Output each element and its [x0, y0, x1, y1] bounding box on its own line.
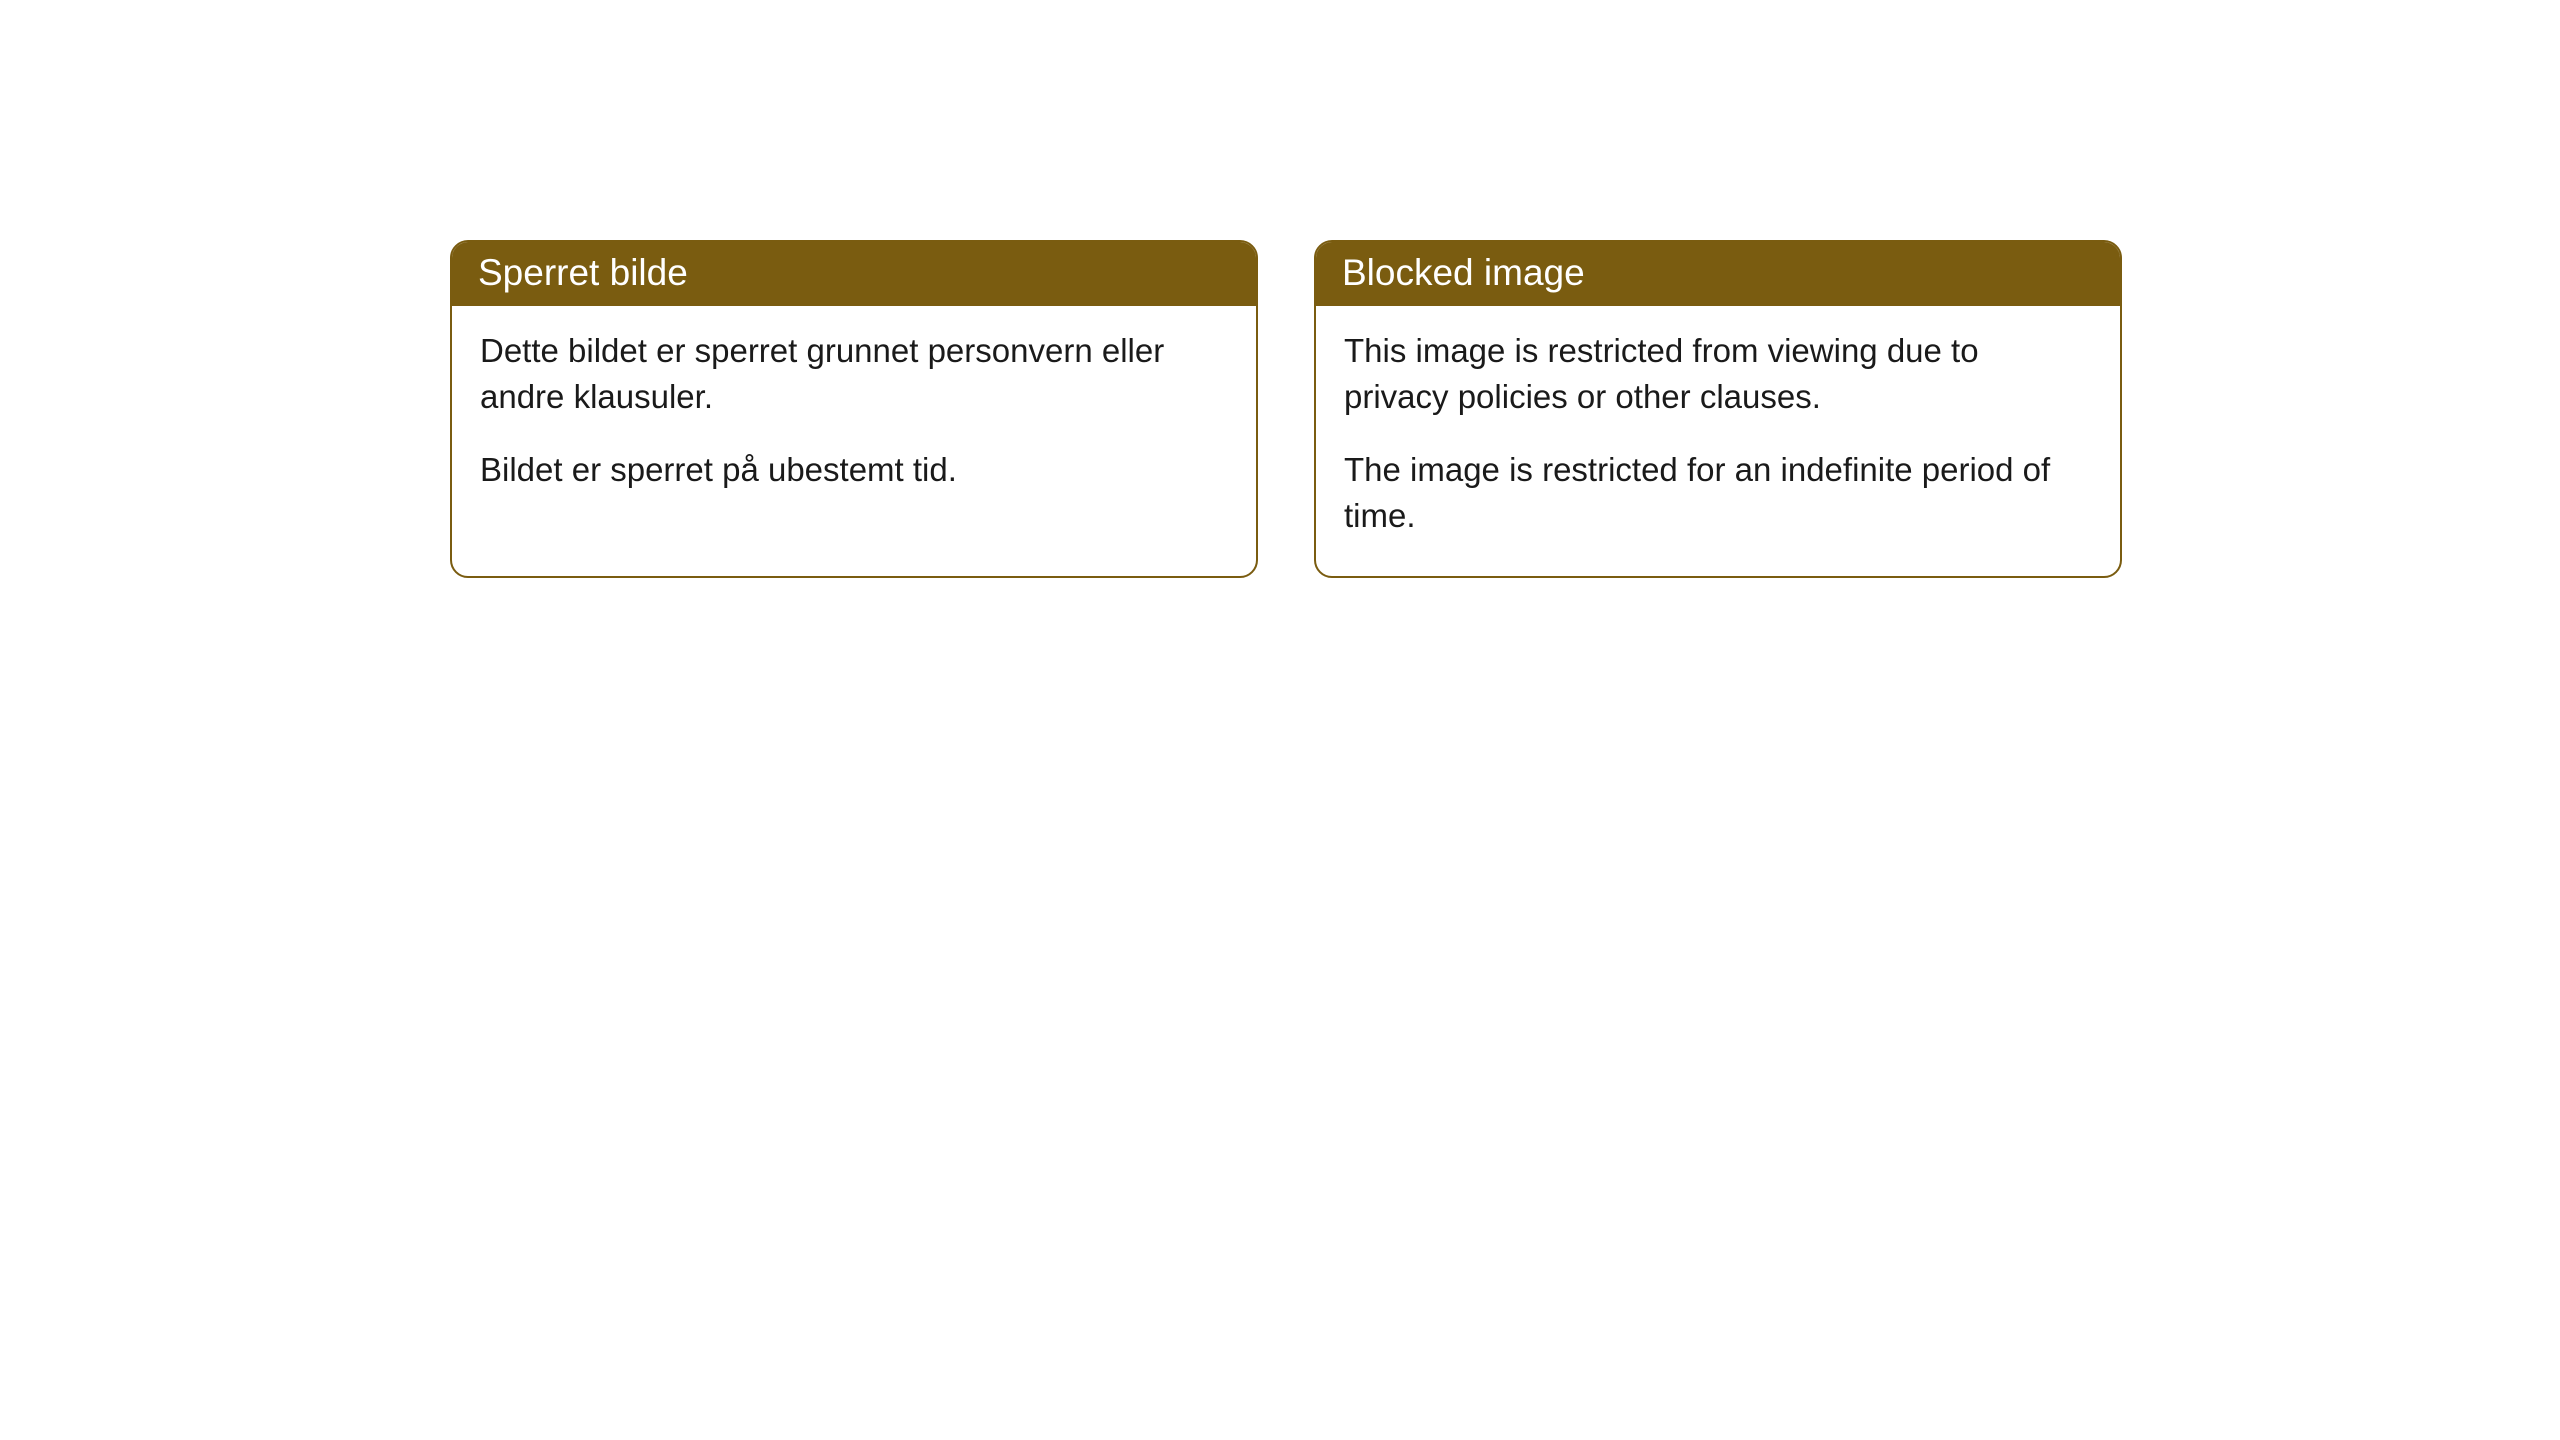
- notice-card-english: Blocked image This image is restricted f…: [1314, 240, 2122, 578]
- header-text: Blocked image: [1342, 252, 1585, 293]
- notice-paragraph-2: Bildet er sperret på ubestemt tid.: [480, 447, 1228, 493]
- notice-paragraph-2: The image is restricted for an indefinit…: [1344, 447, 2092, 538]
- notice-container: Sperret bilde Dette bildet er sperret gr…: [450, 240, 2122, 578]
- header-text: Sperret bilde: [478, 252, 688, 293]
- notice-paragraph-1: Dette bildet er sperret grunnet personve…: [480, 328, 1228, 419]
- notice-card-norwegian: Sperret bilde Dette bildet er sperret gr…: [450, 240, 1258, 578]
- notice-header-english: Blocked image: [1316, 242, 2120, 306]
- notice-body-norwegian: Dette bildet er sperret grunnet personve…: [452, 306, 1256, 531]
- notice-paragraph-1: This image is restricted from viewing du…: [1344, 328, 2092, 419]
- notice-header-norwegian: Sperret bilde: [452, 242, 1256, 306]
- notice-body-english: This image is restricted from viewing du…: [1316, 306, 2120, 576]
